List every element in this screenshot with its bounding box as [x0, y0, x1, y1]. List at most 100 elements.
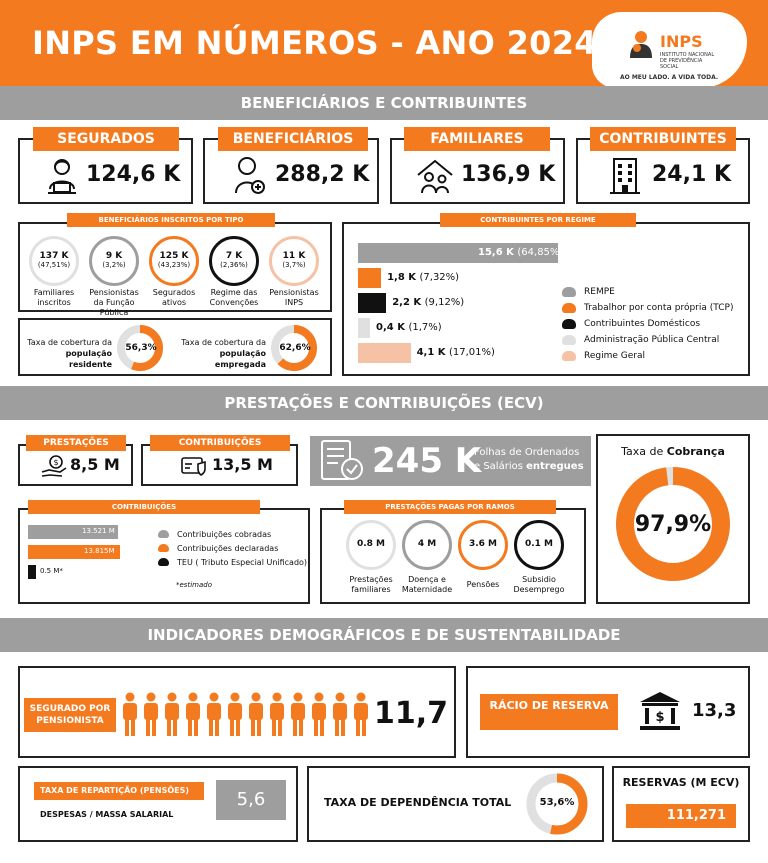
- regime-bar-label-tcp: 1,8 K (7,32%): [387, 272, 459, 283]
- ramo-value: 4 M: [417, 539, 437, 549]
- cobertura-panel: [18, 318, 332, 376]
- legend-label: Regime Geral: [584, 351, 645, 361]
- folhas-text-line2: e Salários: [474, 461, 523, 472]
- taxa-dependencia-ring: [526, 773, 588, 835]
- beneficiarios-tipo-pct: (3,2%): [102, 261, 126, 269]
- folhas-text: Folhas de Ordenados e Salários entregues: [474, 446, 589, 474]
- beneficiarios-tipo-label: Pensionistas da Função Pública: [89, 288, 139, 317]
- person-icon: [228, 692, 242, 736]
- taxa-cobranca-label: Taxa de Cobrança: [598, 445, 748, 458]
- beneficiarios-tipo-pct: (47,51%): [37, 261, 71, 269]
- folhas-text-line1: Folhas de Ordenados: [474, 447, 580, 458]
- ramo-circle-doenca: 4 M: [402, 520, 452, 570]
- ramo-value: 3.6 M: [468, 539, 498, 549]
- legend-swatch: [158, 530, 169, 538]
- person-icon: [270, 692, 284, 736]
- taxa-cobranca-value: 97,9%: [634, 512, 712, 537]
- kpi-value-familiares: 136,9 K: [461, 162, 556, 187]
- ramo-label: Pensões: [466, 580, 500, 589]
- legend-label: Trabalhor por conta própria (TCP): [584, 303, 734, 313]
- ramos-title: PRESTAÇÕES PAGAS POR RAMOS: [344, 500, 556, 514]
- person-icon: [165, 692, 179, 736]
- taxa-reparticao-value: 5,6: [216, 780, 286, 820]
- regime-bar-label-regime-geral: 4,1 K (17,01%): [417, 347, 495, 358]
- contribuicoes-note: *estimado: [176, 581, 212, 589]
- taxa-dependencia-value: 53,6%: [539, 797, 575, 808]
- hand-money-icon: $: [41, 455, 67, 477]
- regime-pct: (9,12%): [424, 297, 465, 308]
- logo-name: INPS: [660, 32, 703, 51]
- prestacoes-pagas-value: 8,5 M: [70, 455, 120, 474]
- regime-bar-label-administracao: 0,4 K (1,7%): [376, 322, 442, 333]
- segurado-pensionista-label: SEGURADO POR PENSIONISTA: [24, 698, 116, 732]
- logo-tagline: AO MEU LADO. A VIDA TODA.: [620, 74, 719, 81]
- beneficiarios-tipo-pct: (43,23%): [157, 261, 191, 269]
- beneficiarios-tipo-circle-convencoes: 7 K (2,36%): [209, 236, 259, 286]
- taxa-dependencia-label: TAXA DE DEPENDÊNCIA TOTAL: [324, 796, 512, 809]
- contribuicoes-bar-teu: [28, 565, 36, 579]
- beneficiarios-tipo-title: BENEFICIÁRIOS INSCRITOS POR TIPO: [67, 213, 275, 227]
- legend-swatch: [158, 544, 169, 552]
- taxa-reparticao-sublabel: DESPESAS / MASSA SALARIAL: [40, 810, 174, 819]
- legend-item-rempe: REMPE: [562, 284, 742, 300]
- legend-label: Contribuições cobradas: [177, 529, 272, 539]
- svg-text:$: $: [655, 710, 664, 725]
- cobertura-residente-label: Taxa de cobertura da população residente: [26, 337, 112, 370]
- beneficiarios-tipo-value: 125 K: [159, 251, 189, 261]
- taxa-cobranca-bold: Cobrança: [666, 445, 725, 458]
- regime-pct: (7,32%): [419, 272, 460, 283]
- beneficiarios-tipo-label: Segurados ativos: [152, 288, 196, 307]
- person-icon: [333, 692, 347, 736]
- beneficiarios-tipo-value: 9 K: [105, 251, 123, 261]
- logo-background: [592, 12, 747, 88]
- legend-item-regime-geral: Regime Geral: [562, 348, 742, 364]
- beneficiarios-tipo-value: 137 K: [39, 251, 69, 261]
- legend-swatch: [562, 335, 576, 345]
- ramo-circle-pensoes: 3.6 M: [458, 520, 508, 570]
- legend-label: Contribuições declaradas: [177, 543, 279, 553]
- racio-reserva-label: RÁCIO DE RESERVA: [480, 694, 618, 730]
- contribuicoes-legend: Contribuições cobradas Contribuições dec…: [158, 527, 308, 569]
- contribuicoes-bar-label: 13.521 M: [82, 527, 115, 535]
- section-title-beneficiarios: BENEFICIÁRIOS E CONTRIBUINTES: [0, 86, 768, 120]
- cobertura-residente-bold: população residente: [65, 349, 112, 369]
- people-pictogram: [120, 692, 370, 738]
- contribuicoes-bar-label: 13.815M: [84, 547, 115, 555]
- segurado-pensionista-value: 11,7: [374, 696, 449, 731]
- kpi-label-segurados: SEGURADOS: [33, 127, 179, 151]
- person-plus-icon: [235, 157, 265, 194]
- person-icon: [354, 692, 368, 736]
- legend-swatch: [562, 287, 576, 297]
- person-icon: [291, 692, 305, 736]
- contribuintes-regime-title: CONTRIBUINTES POR REGIME: [440, 213, 636, 227]
- taxa-cobranca-prefix: Taxa de: [621, 445, 664, 458]
- regime-value: 2,2 K: [392, 297, 422, 308]
- card-shield-icon: [181, 457, 206, 476]
- legend-swatch: [158, 558, 169, 566]
- regime-bar-tcp: [358, 268, 382, 288]
- cobertura-empregada-ring: [271, 325, 317, 371]
- prestacoes-pagas-label: PRESTAÇÕES PAGAS: [26, 435, 126, 464]
- beneficiarios-tipo-circle-familiares: 137 K (47,51%): [29, 236, 79, 286]
- document-check-icon: [321, 440, 363, 480]
- legend-swatch: [562, 303, 576, 313]
- person-icon: [312, 692, 326, 736]
- legend-label: Contribuintes Domésticos: [584, 319, 701, 329]
- beneficiarios-tipo-label: Familiares inscritos: [33, 288, 75, 307]
- kpi-value-beneficiarios: 288,2 K: [275, 162, 370, 187]
- regime-bar-domesticos: [358, 293, 387, 313]
- bank-icon: $: [640, 692, 680, 730]
- contribuicoes-title: CONTRIBUIÇÕES: [28, 500, 260, 514]
- legend-item-teu: TEU ( Tributo Especial Unificado): [158, 555, 308, 569]
- regime-bar-rempe: [358, 243, 558, 263]
- regime-legend: REMPE Trabalhor por conta própria (TCP) …: [562, 284, 742, 364]
- regime-bar-label-domesticos: 2,2 K (9,12%): [392, 297, 464, 308]
- contribuicoes-cobradas-value: 13,5 M: [212, 455, 273, 474]
- beneficiarios-tipo-value: 11 K: [282, 251, 306, 261]
- person-icon: [249, 692, 263, 736]
- person-icon: [186, 692, 200, 736]
- family-house-icon: [417, 159, 453, 194]
- taxa-cobranca-ring: [616, 467, 730, 581]
- regime-value: 4,1 K: [416, 347, 446, 358]
- ramo-value: 0.8 M: [356, 539, 386, 549]
